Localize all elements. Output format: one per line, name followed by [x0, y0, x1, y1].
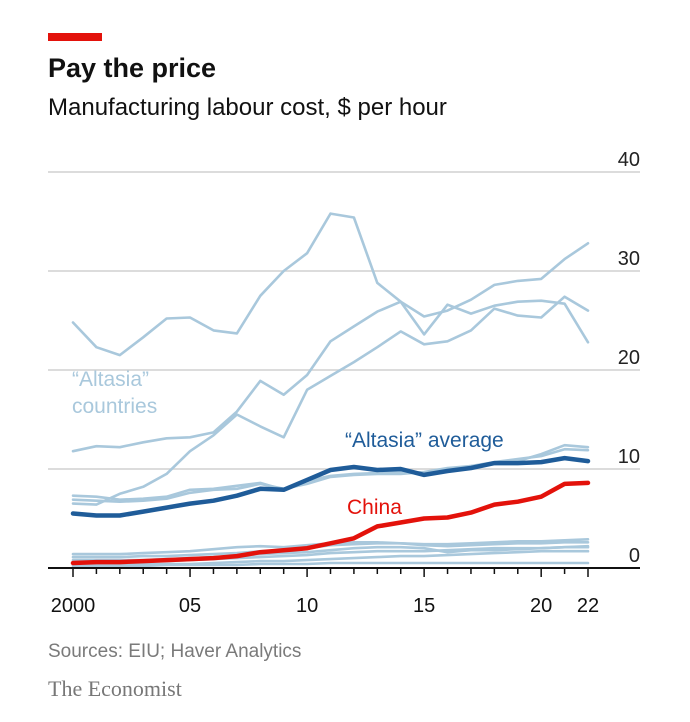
country-series-line	[71, 242, 590, 453]
y-tick-label: 20	[618, 347, 640, 369]
country-series-line	[71, 212, 590, 357]
x-tick-label: 15	[413, 595, 435, 617]
chart-title: Pay the price	[48, 53, 217, 83]
y-tick-label: 40	[618, 149, 640, 171]
china-line	[70, 480, 591, 566]
y-tick-label: 0	[629, 545, 640, 567]
publisher-logo: The Economist	[48, 676, 182, 701]
accent-bar	[48, 33, 102, 41]
x-tick-label: 22	[577, 595, 599, 617]
chart-subtitle: Manufacturing labour cost, $ per hour	[48, 94, 447, 121]
annotation-average: “Altasia” average	[345, 429, 504, 452]
country-series-line	[71, 549, 590, 567]
country-series-line	[71, 443, 590, 502]
country-series-line	[71, 295, 590, 506]
annotation-countries: countries	[72, 395, 157, 418]
y-tick-label: 30	[618, 248, 640, 270]
y-tick-label: 10	[618, 446, 640, 468]
x-tick-label: 2000	[51, 595, 96, 617]
source-note: Sources: EIU; Haver Analytics	[48, 641, 302, 662]
annotation-countries: “Altasia”	[72, 368, 149, 391]
country-series-line	[71, 561, 590, 568]
altasia-average-line	[70, 455, 591, 518]
annotation-china: China	[347, 496, 402, 519]
x-tick-label: 05	[179, 595, 201, 617]
x-tick-label: 10	[296, 595, 318, 617]
x-tick-label: 20	[530, 595, 552, 617]
